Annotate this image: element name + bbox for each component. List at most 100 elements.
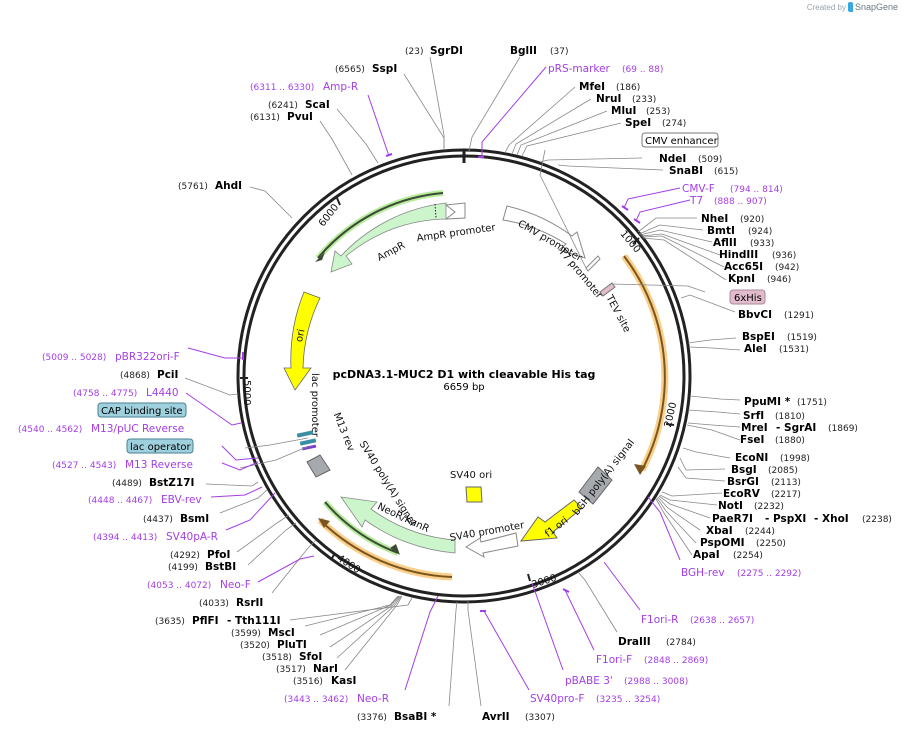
enzyme-ahdi[interactable]: AhdI	[215, 180, 242, 192]
enzyme-sfoi[interactable]: SfoI	[299, 651, 322, 663]
primer-range-ebv-rev: (4448 .. 4467)	[88, 496, 152, 506]
primer-pbabe-3[interactable]: pBABE 3'	[565, 675, 613, 687]
enzyme-bsabi[interactable]: BsaBI *	[394, 711, 437, 723]
primer-l4440[interactable]: L4440	[146, 387, 179, 399]
enzyme-kasi[interactable]: KasI	[331, 675, 356, 687]
enzyme-pvui[interactable]: PvuI	[287, 111, 313, 123]
enzyme-aflii[interactable]: AflII	[713, 237, 737, 249]
ampr-orf-line	[317, 192, 444, 259]
feature-ori[interactable]: ori	[283, 291, 321, 391]
enzyme-draiii[interactable]: DraIII	[618, 636, 651, 648]
enzyme-alei[interactable]: AleI	[744, 343, 767, 355]
enzyme-ecorv[interactable]: EcoRV	[723, 488, 761, 500]
feature-bgh-polya[interactable]: bGH poly(A) signal	[571, 437, 637, 517]
primer-range-l4440: (4758 .. 4775)	[73, 389, 137, 399]
enzyme-xbai[interactable]: XbaI	[706, 525, 733, 537]
boxed-6xhis[interactable]: 6xHis	[729, 289, 766, 305]
primer-neo-r[interactable]: Neo-R	[357, 693, 389, 705]
boxed-lac-operator[interactable]: lac operator	[126, 438, 194, 454]
enzyme-paer7i[interactable]: PaeR7I	[712, 513, 753, 525]
feature-sv40-promoter[interactable]: SV40 promoter	[449, 520, 526, 558]
enzyme-nhei[interactable]: NheI	[701, 213, 728, 225]
feature-neor-kanr[interactable]: NeoR/KanR	[340, 496, 456, 554]
enzyme-bsrgi[interactable]: BsrGI	[727, 476, 759, 488]
primer-t7[interactable]: T7	[689, 195, 703, 207]
boxed-cmv-enhancer[interactable]: CMV enhancer	[641, 132, 719, 148]
enzyme-bmti[interactable]: BmtI	[707, 225, 735, 237]
enzyme-pfoi[interactable]: PfoI	[207, 549, 230, 561]
enzyme-acc65i[interactable]: Acc65I	[724, 261, 763, 273]
feature-sv40-ori[interactable]: SV40 ori	[450, 470, 492, 503]
enzyme-snabi[interactable]: SnaBI	[669, 165, 703, 177]
enzyme-msci[interactable]: MscI	[268, 627, 295, 639]
ampr-orf-arrowhead-icon	[315, 252, 325, 262]
feature-f1-ori[interactable]: f1 ori	[519, 499, 583, 542]
enzyme-mrei[interactable]: MreI	[741, 422, 768, 434]
primer-cmv-f[interactable]: CMV-F	[682, 183, 715, 195]
enzyme-pos-mrei: (1869)	[828, 424, 858, 434]
enzyme-bspei[interactable]: BspEI	[742, 331, 775, 343]
primer-range-sv40pro-f: (3235 .. 3254)	[596, 695, 660, 705]
neo-green-line	[324, 501, 399, 554]
enzyme-bsmi[interactable]: BsmI	[180, 513, 209, 525]
enzyme-scai[interactable]: ScaI	[305, 99, 330, 111]
enzyme-spei[interactable]: SpeI	[625, 117, 651, 129]
enzyme-leaders	[184, 56, 741, 707]
enzyme-bbvci[interactable]: BbvCI	[738, 309, 772, 321]
enzyme-nari[interactable]: NarI	[313, 663, 338, 675]
feature-cmv-promoter[interactable]: CMV promoter T7 promoter	[502, 205, 605, 302]
primer-bgh-rev[interactable]: BGH-rev	[681, 567, 725, 579]
primer-m13-puc-reverse[interactable]: M13/pUC Reverse	[91, 423, 184, 435]
enzyme-bstbi[interactable]: BstBI	[205, 561, 236, 573]
boxed-label-6xhis: 6xHis	[734, 293, 762, 304]
neo-orange-arrowhead-icon	[318, 518, 330, 528]
primer-f1ori-r[interactable]: F1ori-R	[641, 614, 678, 626]
enzyme-pcii[interactable]: PciI	[157, 369, 178, 381]
enzyme-pos-fsei: (1880)	[775, 436, 805, 446]
enzyme-pos-ppumi: (1751)	[797, 398, 827, 408]
feature-label-m13-rev: M13 rev	[331, 411, 356, 453]
enzyme-tth111i[interactable]: - Tth111I	[227, 615, 281, 627]
enzyme-avrii[interactable]: AvrII	[482, 711, 510, 723]
enzyme-hindiii[interactable]: HindIII	[719, 249, 758, 261]
enzyme-bglii[interactable]: BglII	[510, 45, 537, 57]
primer-pbr322ori-f[interactable]: pBR322ori-F	[115, 351, 180, 363]
enzyme-bstz17i[interactable]: BstZ17I	[149, 477, 194, 489]
primer-f1ori-f[interactable]: F1ori-F	[596, 654, 632, 666]
primer-amp-r[interactable]: Amp-R	[323, 81, 358, 93]
primer-range-amp-r: (6311 .. 6330)	[250, 83, 314, 93]
enzyme-sgrai[interactable]: - SgrAI	[776, 422, 816, 434]
primer-neo-f[interactable]: Neo-F	[220, 579, 251, 591]
primer-m13-reverse[interactable]: M13 Reverse	[125, 459, 193, 471]
snapgene-credit: Created by SnapGene	[807, 2, 898, 12]
primer-range-bgh-rev: (2275 .. 2292)	[737, 569, 801, 579]
primer-prs-marker[interactable]: pRS-marker	[548, 63, 611, 75]
primer-sv40pro-f[interactable]: SV40pro-F	[530, 693, 584, 705]
enzyme-mfei[interactable]: MfeI	[579, 81, 605, 93]
enzyme-apai[interactable]: ApaI	[693, 549, 720, 561]
enzyme-pluti[interactable]: PluTI	[277, 639, 307, 651]
enzyme-noti[interactable]: NotI	[718, 500, 743, 512]
enzyme-pflfi[interactable]: PflFI	[192, 615, 219, 627]
enzyme-ndei[interactable]: NdeI	[659, 153, 686, 165]
primer-sv40pa-r[interactable]: SV40pA-R	[166, 531, 218, 543]
enzyme-pos-bsrgi: (2113)	[771, 478, 801, 488]
enzyme-xhoi[interactable]: - XhoI	[814, 513, 849, 525]
enzyme-sgrdi[interactable]: SgrDI	[430, 45, 463, 57]
boxed-cap-binding-site[interactable]: CAP binding site	[97, 402, 187, 418]
enzyme-nrui[interactable]: NruI	[596, 93, 621, 105]
enzyme-fsei[interactable]: FseI	[740, 434, 764, 446]
enzyme-bsgi[interactable]: BsgI	[731, 464, 757, 476]
enzyme-pos-bstz17i: (4489)	[112, 479, 142, 489]
enzyme-pspomi[interactable]: PspOMI	[700, 537, 745, 549]
enzyme-pos-bsabi: (3376)	[357, 713, 387, 723]
enzyme-pspxi[interactable]: - PspXI	[765, 513, 806, 525]
enzyme-sspi[interactable]: SspI	[372, 63, 397, 75]
enzyme-econi[interactable]: EcoNI	[735, 452, 768, 464]
primer-ebv-rev[interactable]: EBV-rev	[161, 494, 202, 506]
enzyme-kpni[interactable]: KpnI	[728, 273, 755, 285]
enzyme-ppumi[interactable]: PpuMI *	[744, 396, 791, 408]
enzyme-rsrii[interactable]: RsrII	[236, 597, 263, 609]
enzyme-srfi[interactable]: SrfI	[743, 410, 764, 422]
enzyme-mlui[interactable]: MluI	[611, 105, 636, 117]
